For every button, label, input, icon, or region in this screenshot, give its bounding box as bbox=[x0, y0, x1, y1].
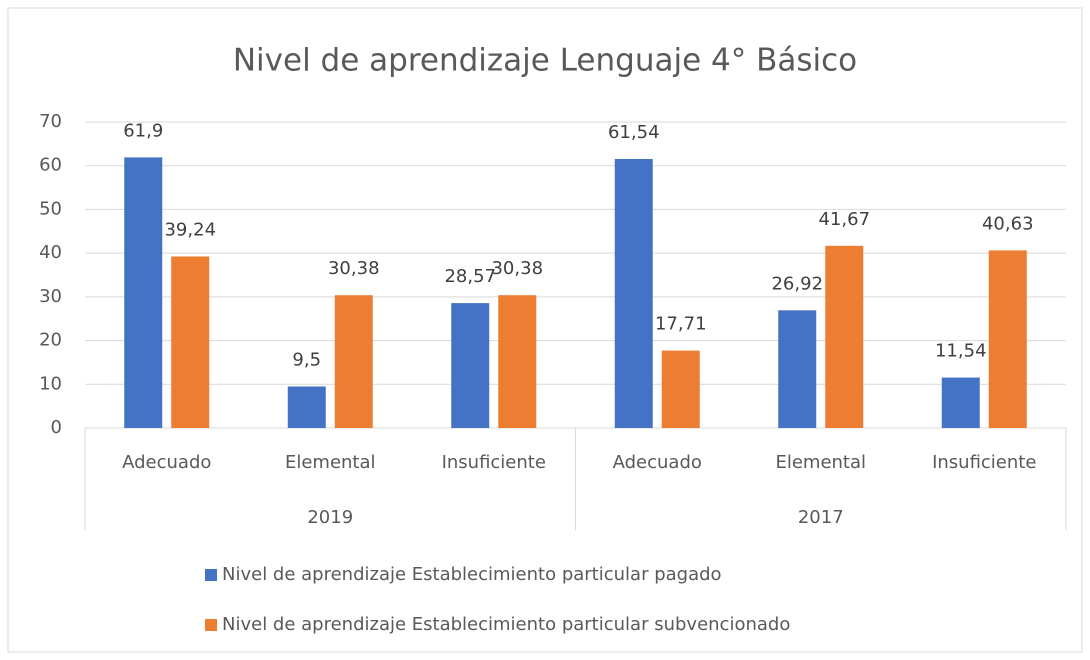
value-label: 26,92 bbox=[771, 273, 823, 294]
bar bbox=[498, 295, 537, 428]
legend-label: Nivel de aprendizaje Establecimiento par… bbox=[222, 614, 790, 635]
x-tick-label: Adecuado bbox=[613, 452, 702, 473]
legend-swatch bbox=[205, 619, 217, 631]
y-tick-label: 0 bbox=[51, 417, 62, 438]
y-tick-label: 10 bbox=[39, 373, 62, 394]
y-tick-label: 40 bbox=[39, 242, 62, 263]
y-tick-label: 30 bbox=[39, 286, 62, 307]
bar bbox=[334, 295, 373, 428]
bar bbox=[171, 256, 210, 428]
value-label: 61,54 bbox=[608, 122, 660, 143]
bar bbox=[451, 303, 490, 428]
value-label: 28,57 bbox=[444, 266, 496, 287]
group-label: 2017 bbox=[798, 507, 844, 528]
y-tick-label: 60 bbox=[39, 155, 62, 176]
x-tick-label: Elemental bbox=[285, 452, 376, 473]
y-tick-label: 20 bbox=[39, 330, 62, 351]
chart-frame bbox=[7, 7, 1083, 653]
value-label: 9,5 bbox=[292, 349, 321, 370]
y-tick-label: 50 bbox=[39, 198, 62, 219]
value-label: 17,71 bbox=[655, 314, 707, 335]
x-tick-label: Adecuado bbox=[122, 452, 211, 473]
bar bbox=[614, 158, 653, 428]
x-tick-label: Insuficiente bbox=[932, 452, 1036, 473]
value-label: 11,54 bbox=[935, 341, 987, 362]
x-tick-label: Insuficiente bbox=[442, 452, 546, 473]
bar bbox=[825, 245, 864, 428]
value-label: 30,38 bbox=[328, 258, 380, 279]
legend-swatch bbox=[205, 569, 217, 581]
y-tick-label: 70 bbox=[39, 111, 62, 132]
value-label: 61,9 bbox=[123, 120, 163, 141]
bar bbox=[124, 157, 163, 428]
legend-label: Nivel de aprendizaje Establecimiento par… bbox=[222, 564, 722, 585]
bar bbox=[287, 386, 326, 428]
value-label: 39,24 bbox=[164, 219, 216, 240]
bar bbox=[661, 350, 700, 428]
bar bbox=[941, 377, 980, 428]
value-label: 40,63 bbox=[982, 213, 1034, 234]
chart-title: Nivel de aprendizaje Lenguaje 4° Básico bbox=[233, 43, 857, 79]
x-tick-label: Elemental bbox=[775, 452, 866, 473]
bar bbox=[778, 310, 817, 428]
value-label: 30,38 bbox=[491, 258, 543, 279]
bar bbox=[988, 250, 1027, 428]
group-label: 2019 bbox=[307, 507, 353, 528]
value-label: 41,67 bbox=[818, 209, 870, 230]
